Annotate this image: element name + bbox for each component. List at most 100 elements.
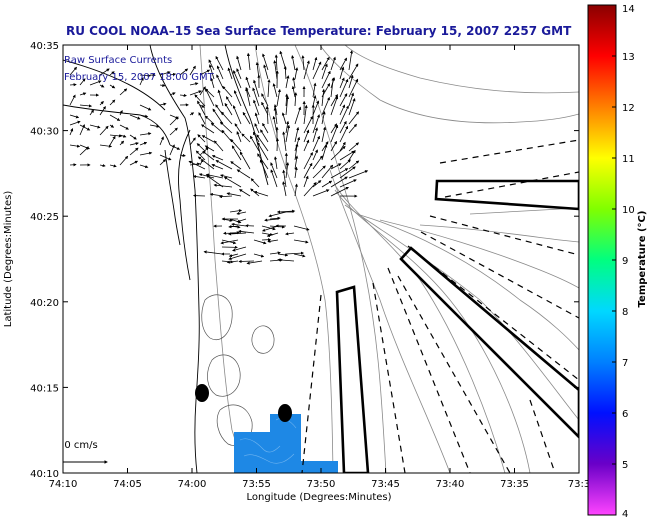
current-vector xyxy=(236,131,242,143)
current-vector xyxy=(204,145,215,152)
current-vector xyxy=(348,78,359,98)
current-vector xyxy=(99,106,106,116)
current-vector xyxy=(293,253,306,258)
wedge-east xyxy=(434,179,579,211)
current-vector xyxy=(79,78,86,86)
colorbar-tick-label: 8 xyxy=(622,307,628,318)
current-vector xyxy=(303,60,310,80)
current-vector xyxy=(303,175,309,188)
current-vector xyxy=(282,181,287,197)
colorbar-tick-label: 5 xyxy=(622,460,628,471)
current-vector xyxy=(339,105,349,125)
current-vector xyxy=(262,53,269,71)
current-vector xyxy=(203,250,223,255)
current-vector xyxy=(283,65,287,80)
current-vector xyxy=(339,179,357,188)
current-vector xyxy=(312,82,317,98)
site-marker-north xyxy=(195,384,209,402)
current-vector xyxy=(159,158,167,166)
current-vector xyxy=(259,159,269,179)
x-tick-label: 73:35 xyxy=(500,479,529,490)
legend-title: Raw Surface Currents xyxy=(64,55,172,66)
current-vector xyxy=(189,82,199,86)
current-vector xyxy=(199,158,204,166)
current-vector xyxy=(149,124,160,128)
current-vector xyxy=(265,105,269,125)
current-vector xyxy=(169,72,177,77)
current-vector xyxy=(239,151,251,170)
current-vector xyxy=(216,65,224,80)
current-vector xyxy=(200,124,215,134)
y-tick-label: 40:20 xyxy=(30,298,59,309)
y-tick-label: 40:10 xyxy=(30,469,59,480)
current-vector xyxy=(79,104,93,108)
surface-current-vectors xyxy=(69,50,369,265)
current-vector xyxy=(89,124,101,129)
current-vector xyxy=(219,174,233,179)
current-vector xyxy=(99,125,109,136)
current-vector xyxy=(79,92,87,96)
current-vector xyxy=(260,129,269,143)
colorbar-tick-label: 7 xyxy=(622,358,628,369)
current-vector xyxy=(272,83,278,98)
current-vector xyxy=(339,78,349,98)
current-vector xyxy=(348,97,356,116)
current-vector xyxy=(69,94,76,106)
current-vector xyxy=(321,63,328,80)
current-vector xyxy=(321,164,334,179)
current-vector xyxy=(261,93,269,107)
current-vector xyxy=(192,174,206,179)
current-vector xyxy=(99,84,105,88)
current-vector xyxy=(109,99,116,106)
current-vector xyxy=(195,150,206,161)
current-vector xyxy=(270,162,278,179)
current-vector xyxy=(231,222,247,227)
current-vector xyxy=(330,95,339,116)
current-vector xyxy=(228,253,239,258)
colorbar-tick-label: 4 xyxy=(622,509,628,519)
current-vector xyxy=(119,124,129,130)
current-vector xyxy=(269,216,281,220)
current-vector xyxy=(89,80,102,86)
current-vector xyxy=(269,251,281,255)
current-vector xyxy=(312,180,322,188)
current-vector xyxy=(228,225,239,229)
current-vector xyxy=(348,74,354,89)
current-vector xyxy=(233,90,242,107)
current-vector xyxy=(273,107,278,125)
current-vector xyxy=(330,56,336,71)
current-vector xyxy=(303,129,310,143)
current-vector xyxy=(234,123,242,134)
current-vector xyxy=(312,56,318,71)
current-vector xyxy=(199,69,211,76)
current-vector xyxy=(205,88,215,107)
current-vector xyxy=(210,77,215,89)
colorbar-tick-label: 9 xyxy=(622,256,628,267)
current-vector xyxy=(226,260,239,264)
colorbar xyxy=(587,4,617,516)
current-vector xyxy=(236,55,242,71)
current-vector xyxy=(274,54,278,71)
current-vector xyxy=(226,96,233,107)
current-vector xyxy=(169,92,176,96)
current-vector xyxy=(348,123,357,134)
current-vector xyxy=(211,155,224,161)
current-vector xyxy=(197,100,206,116)
current-vector xyxy=(275,137,280,152)
current-vector xyxy=(312,149,318,161)
current-vector xyxy=(139,104,152,111)
x-tick-label: 73:55 xyxy=(242,479,271,490)
current-vector xyxy=(241,133,251,143)
current-vector xyxy=(109,124,115,128)
current-vector xyxy=(139,73,151,78)
current-vector xyxy=(303,182,317,197)
current-vector xyxy=(179,68,189,76)
current-vector xyxy=(294,183,298,197)
current-vector xyxy=(321,88,326,107)
sst-patch-main xyxy=(234,414,338,473)
current-vector xyxy=(189,65,196,76)
chart-title: RU COOL NOAA–15 Sea Surface Temperature:… xyxy=(66,24,572,38)
current-vector xyxy=(348,142,360,152)
y-axis-label: Latitude (Degrees:Minutes) xyxy=(3,191,14,328)
current-vector xyxy=(223,176,242,188)
